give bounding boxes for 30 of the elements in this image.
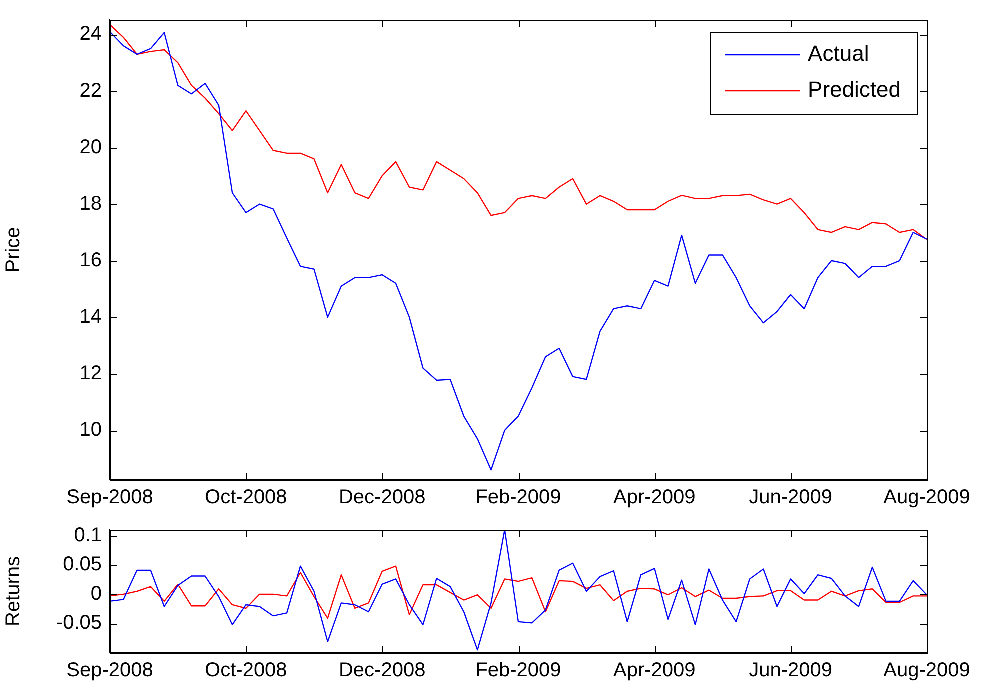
x-tick-label: Dec-2008 (338, 486, 426, 509)
x-tick-label: Feb-2009 (476, 486, 562, 509)
y-tick-label: -0.05 (56, 612, 102, 634)
legend-label: Predicted (808, 77, 902, 102)
y-tick-label: 0 (90, 582, 102, 605)
x-tick-label: Sep-2008 (66, 660, 154, 682)
y-tick-label: 0.1 (74, 524, 102, 546)
x-tick-label: Feb-2009 (476, 660, 562, 682)
y-tick-label: 22 (80, 80, 102, 102)
y-tick-label: 20 (80, 136, 102, 158)
x-tick-label: Aug-2009 (884, 486, 970, 509)
x-tick-label: Aug-2009 (884, 660, 970, 682)
x-tick-label: Oct-2008 (205, 660, 288, 682)
x-tick-label: Oct-2008 (205, 486, 288, 509)
y-axis-title: Returns (2, 556, 25, 627)
legend-label: Actual (808, 41, 870, 66)
y-axis-title: Price (2, 227, 25, 273)
x-tick-label: Jun-2009 (749, 486, 833, 509)
x-tick-label: Sep-2008 (66, 486, 154, 509)
x-tick-label: Jun-2009 (749, 660, 833, 682)
x-tick-label: Apr-2009 (614, 660, 696, 682)
x-tick-label: Apr-2009 (614, 486, 696, 509)
y-tick-label: 16 (80, 249, 102, 272)
y-tick-label: 0.05 (63, 554, 102, 576)
y-tick-label: 24 (80, 23, 102, 46)
y-tick-label: 10 (80, 419, 102, 442)
x-tick-label: Dec-2008 (338, 660, 426, 682)
y-tick-label: 14 (80, 306, 102, 328)
y-tick-label: 18 (80, 192, 102, 215)
y-tick-label: 12 (80, 362, 102, 384)
